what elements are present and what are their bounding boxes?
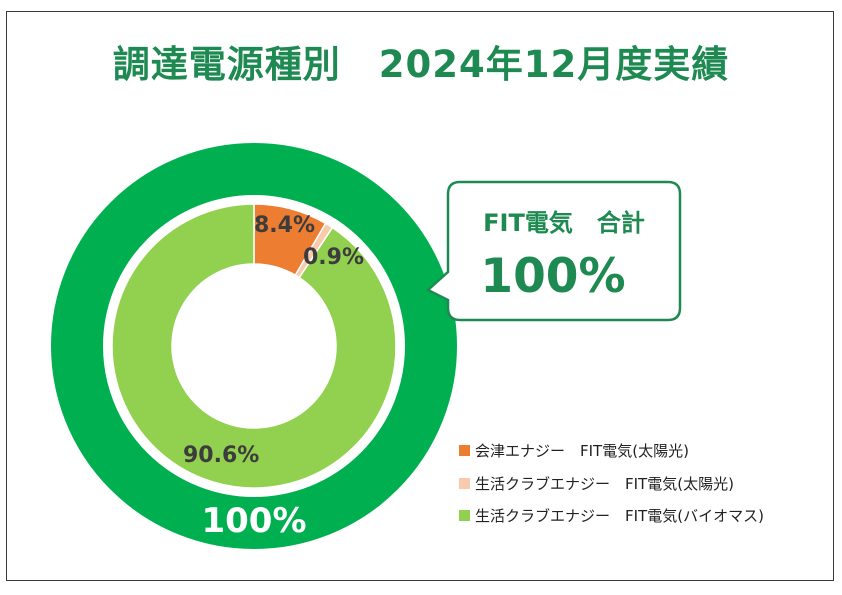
callout-bubble <box>425 180 682 322</box>
outer-ring-label: 100% <box>201 501 306 541</box>
legend-label: 生活クラブエナジー FIT電気(バイオマス) <box>475 507 764 525</box>
legend-item: 生活クラブエナジー FIT電気(バイオマス) <box>459 507 764 525</box>
legend-swatch-seikatsu-solar <box>459 477 470 489</box>
legend-item: 生活クラブエナジー FIT電気(太陽光) <box>459 474 764 493</box>
slice-label-seikatsu-solar: 0.9% <box>303 245 364 270</box>
legend: 会津エナジー FIT電気(太陽光) 生活クラブエナジー FIT電気(太陽光) 生… <box>459 442 764 540</box>
slice-label-aizu-solar: 8.4% <box>254 213 315 238</box>
inner-slice-2 <box>111 203 397 489</box>
inner-ring <box>111 203 397 489</box>
chart-title: 調達電源種別 2024年12月度実績 <box>112 43 730 86</box>
outer-ring-slice <box>51 143 457 549</box>
callout-title: FIT電気 合計 <box>483 209 645 237</box>
legend-item: 会津エナジー FIT電気(太陽光) <box>459 442 764 460</box>
slice-label-seikatsu-biomass: 90.6% <box>183 443 259 468</box>
legend-label: 会津エナジー FIT電気(太陽光) <box>475 442 689 460</box>
callout-value: 100% <box>480 249 625 304</box>
legend-swatch-seikatsu-biomass <box>459 510 470 521</box>
legend-label: 生活クラブエナジー FIT電気(太陽光) <box>475 474 734 493</box>
legend-swatch-aizu-solar <box>459 445 470 456</box>
